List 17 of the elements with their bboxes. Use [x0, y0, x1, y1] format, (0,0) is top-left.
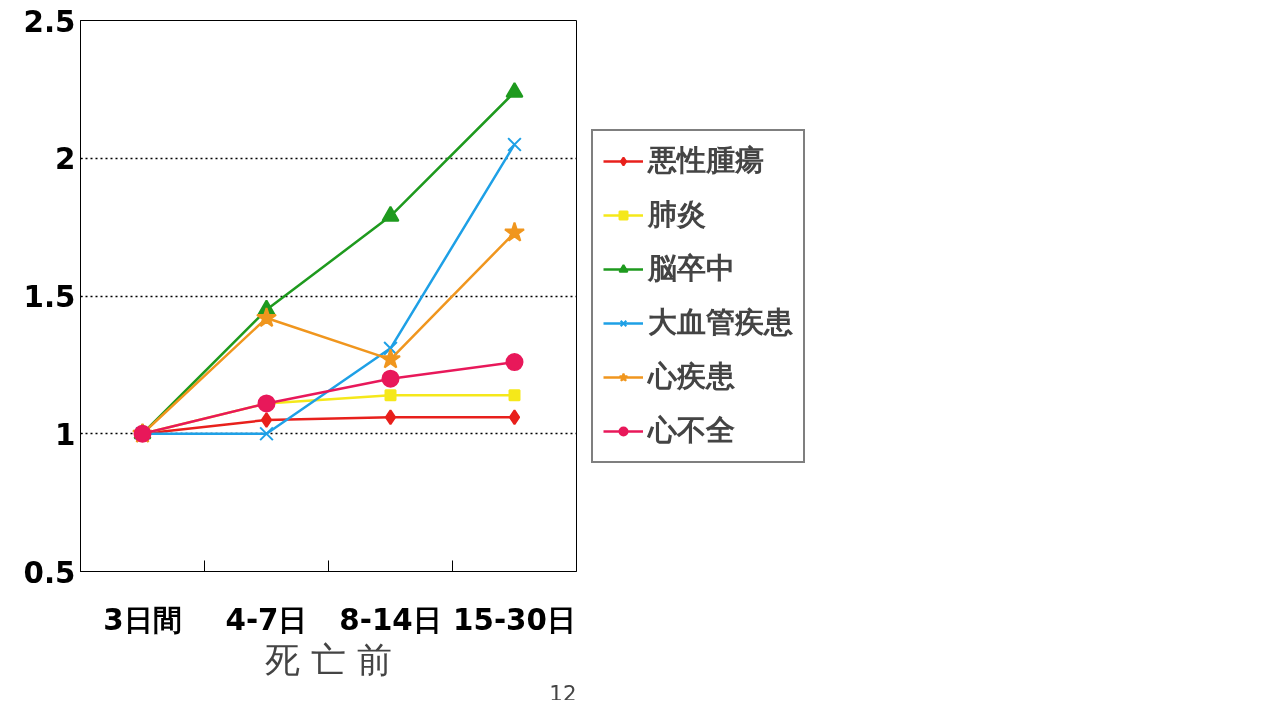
x-tick-label: 15-30日	[453, 602, 576, 637]
legend-label: 心不全	[648, 411, 735, 449]
y-tick-label: 2	[55, 142, 76, 177]
y-tick-label: 0.5	[23, 555, 76, 590]
legend-label: 悪性腫瘍	[648, 141, 764, 179]
x-tick-label: 4-7日	[225, 602, 308, 637]
legend-label: 脳卒中	[648, 249, 735, 287]
text: 12	[549, 680, 577, 706]
legend-label: 大血管疾患	[648, 303, 793, 341]
y-tick-label: 1.5	[23, 280, 76, 314]
x-axis-title: 死 亡 前	[264, 639, 393, 680]
x-tick-label: 8-14日	[339, 602, 442, 637]
legend-label: 心疾患	[648, 357, 735, 395]
x-tick-label: 3日間	[103, 602, 182, 637]
legend-label: 肺炎	[648, 195, 706, 233]
y-tick-label: 2.5	[23, 4, 76, 39]
y-tick-label: 1	[55, 417, 76, 452]
